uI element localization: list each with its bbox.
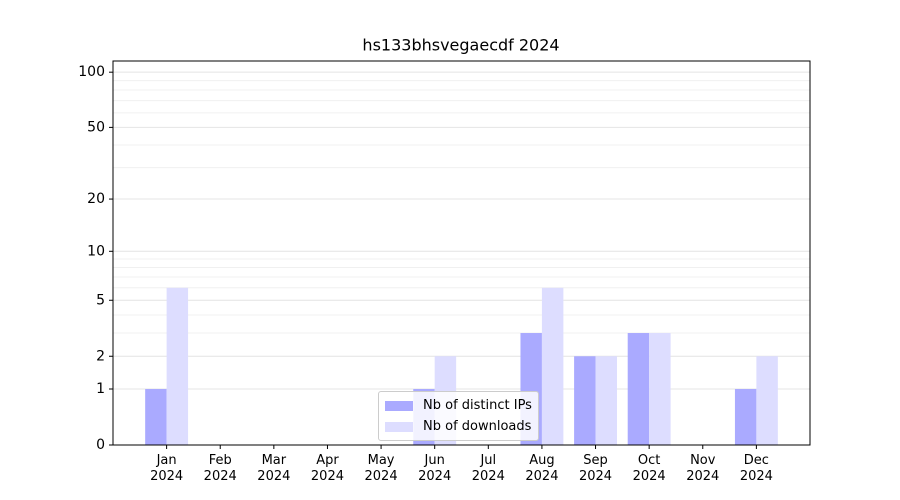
x-tick-label: Aug 2024 (525, 453, 559, 484)
bar (627, 333, 650, 445)
y-tick-label: 20 (87, 191, 105, 207)
x-tick-label: Dec 2024 (739, 453, 773, 484)
y-tick-label: 50 (87, 119, 105, 135)
x-tick-label: Jun 2024 (418, 453, 452, 484)
x-tick-label: Oct 2024 (632, 453, 666, 484)
x-tick-label: Jul 2024 (471, 453, 505, 484)
x-tick-label: Feb 2024 (203, 453, 237, 484)
legend-swatch (385, 400, 413, 411)
legend: Nb of distinct IPs Nb of downloads (378, 391, 539, 441)
y-tick-label: 0 (96, 437, 105, 453)
y-tick-label: 10 (87, 243, 105, 259)
legend-label: Nb of downloads (423, 419, 532, 434)
bar (595, 356, 617, 445)
bar (145, 389, 167, 445)
y-tick-label: 2 (96, 348, 105, 364)
legend-label: Nb of distinct IPs (423, 398, 532, 413)
x-tick-label: Sep 2024 (578, 453, 613, 484)
chart-title: hs133bhsvegaecdf 2024 (362, 36, 559, 55)
x-tick-label: Apr 2024 (310, 453, 344, 484)
bar (541, 287, 564, 445)
x-tick-label: Nov 2024 (686, 453, 720, 484)
plot-frame (112, 60, 811, 446)
x-tick-label: Jan 2024 (150, 453, 184, 484)
y-tick-label: 5 (96, 292, 105, 308)
legend-item: Nb of downloads (385, 416, 532, 437)
legend-swatch (385, 421, 413, 432)
y-tick-label: 1 (96, 381, 105, 397)
y-tick-label: 100 (78, 64, 105, 80)
bar (756, 356, 778, 445)
bar (649, 333, 671, 445)
legend-item: Nb of distinct IPs (385, 395, 532, 416)
x-tick-label: Mar 2024 (257, 453, 291, 484)
x-tick-label: May 2024 (364, 453, 398, 484)
bar (734, 389, 757, 445)
bar (574, 356, 596, 445)
bar (166, 287, 189, 445)
